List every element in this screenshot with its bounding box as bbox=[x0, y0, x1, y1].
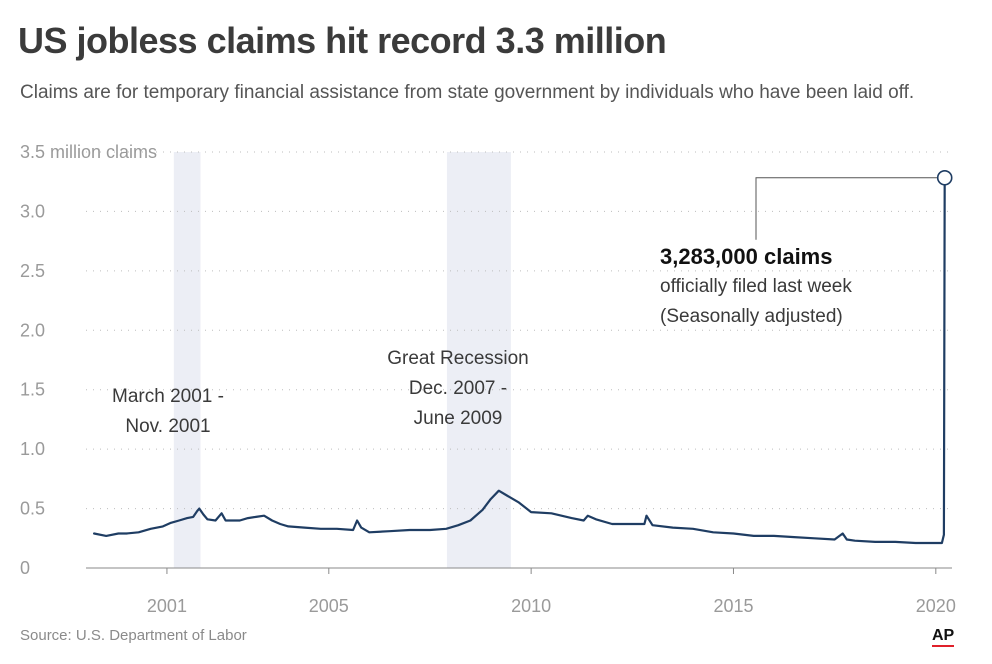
y-axis-ticks: 0 0.5 1.0 1.5 2.0 2.5 3.0 3.5 million claims bbox=[20, 142, 157, 578]
recession-label: Great Recession bbox=[387, 348, 529, 369]
series-line bbox=[93, 176, 946, 545]
x-tick-label: 2010 bbox=[511, 596, 551, 616]
recession-bands bbox=[173, 152, 511, 568]
source-note: Source: U.S. Department of Labor bbox=[20, 627, 247, 644]
recession-label: Nov. 2001 bbox=[125, 416, 210, 437]
x-tick-label: 2001 bbox=[147, 596, 187, 616]
annotation-note: (Seasonally adjusted) bbox=[660, 306, 843, 327]
x-tick-label: 2005 bbox=[309, 596, 349, 616]
y-tick-label: 1.0 bbox=[20, 439, 45, 459]
ap-logo: AP bbox=[932, 628, 955, 647]
x-tick-label: 2015 bbox=[713, 596, 753, 616]
y-tick-label: 0.5 bbox=[20, 499, 45, 519]
recession-label: Dec. 2007 - bbox=[409, 378, 507, 399]
recession-labels: March 2001 - Nov. 2001 Great Recession Dec.… bbox=[112, 348, 529, 437]
recession-band bbox=[173, 152, 201, 568]
y-tick-label: 3.0 bbox=[20, 201, 45, 221]
y-tick-label: 2.5 bbox=[20, 261, 45, 281]
grid-lines bbox=[86, 151, 952, 569]
recession-label: March 2001 - bbox=[112, 386, 224, 407]
recession-label: June 2009 bbox=[414, 408, 503, 429]
series-group bbox=[93, 176, 946, 545]
y-tick-label: 0 bbox=[20, 558, 30, 578]
annotations-group: 3,283,000 claims officially filed last we… bbox=[660, 169, 953, 327]
chart-title: US jobless claims hit record 3.3 million bbox=[18, 20, 667, 61]
y-tick-label: 3.5 million claims bbox=[20, 142, 157, 162]
y-tick-label: 2.0 bbox=[20, 320, 45, 340]
peak-marker bbox=[936, 169, 953, 186]
annotation-note: officially filed last week bbox=[660, 276, 852, 297]
annotation-leader-line bbox=[755, 177, 938, 240]
chart-subtitle: Claims are for temporary financial assis… bbox=[20, 82, 915, 103]
annotation-value: 3,283,000 claims bbox=[660, 244, 832, 269]
x-tick-label: 2020 bbox=[916, 596, 956, 616]
recession-band bbox=[446, 152, 511, 568]
y-tick-label: 1.5 bbox=[20, 380, 45, 400]
x-axis-ticks: 2001 2005 2010 2015 2020 bbox=[147, 568, 956, 616]
